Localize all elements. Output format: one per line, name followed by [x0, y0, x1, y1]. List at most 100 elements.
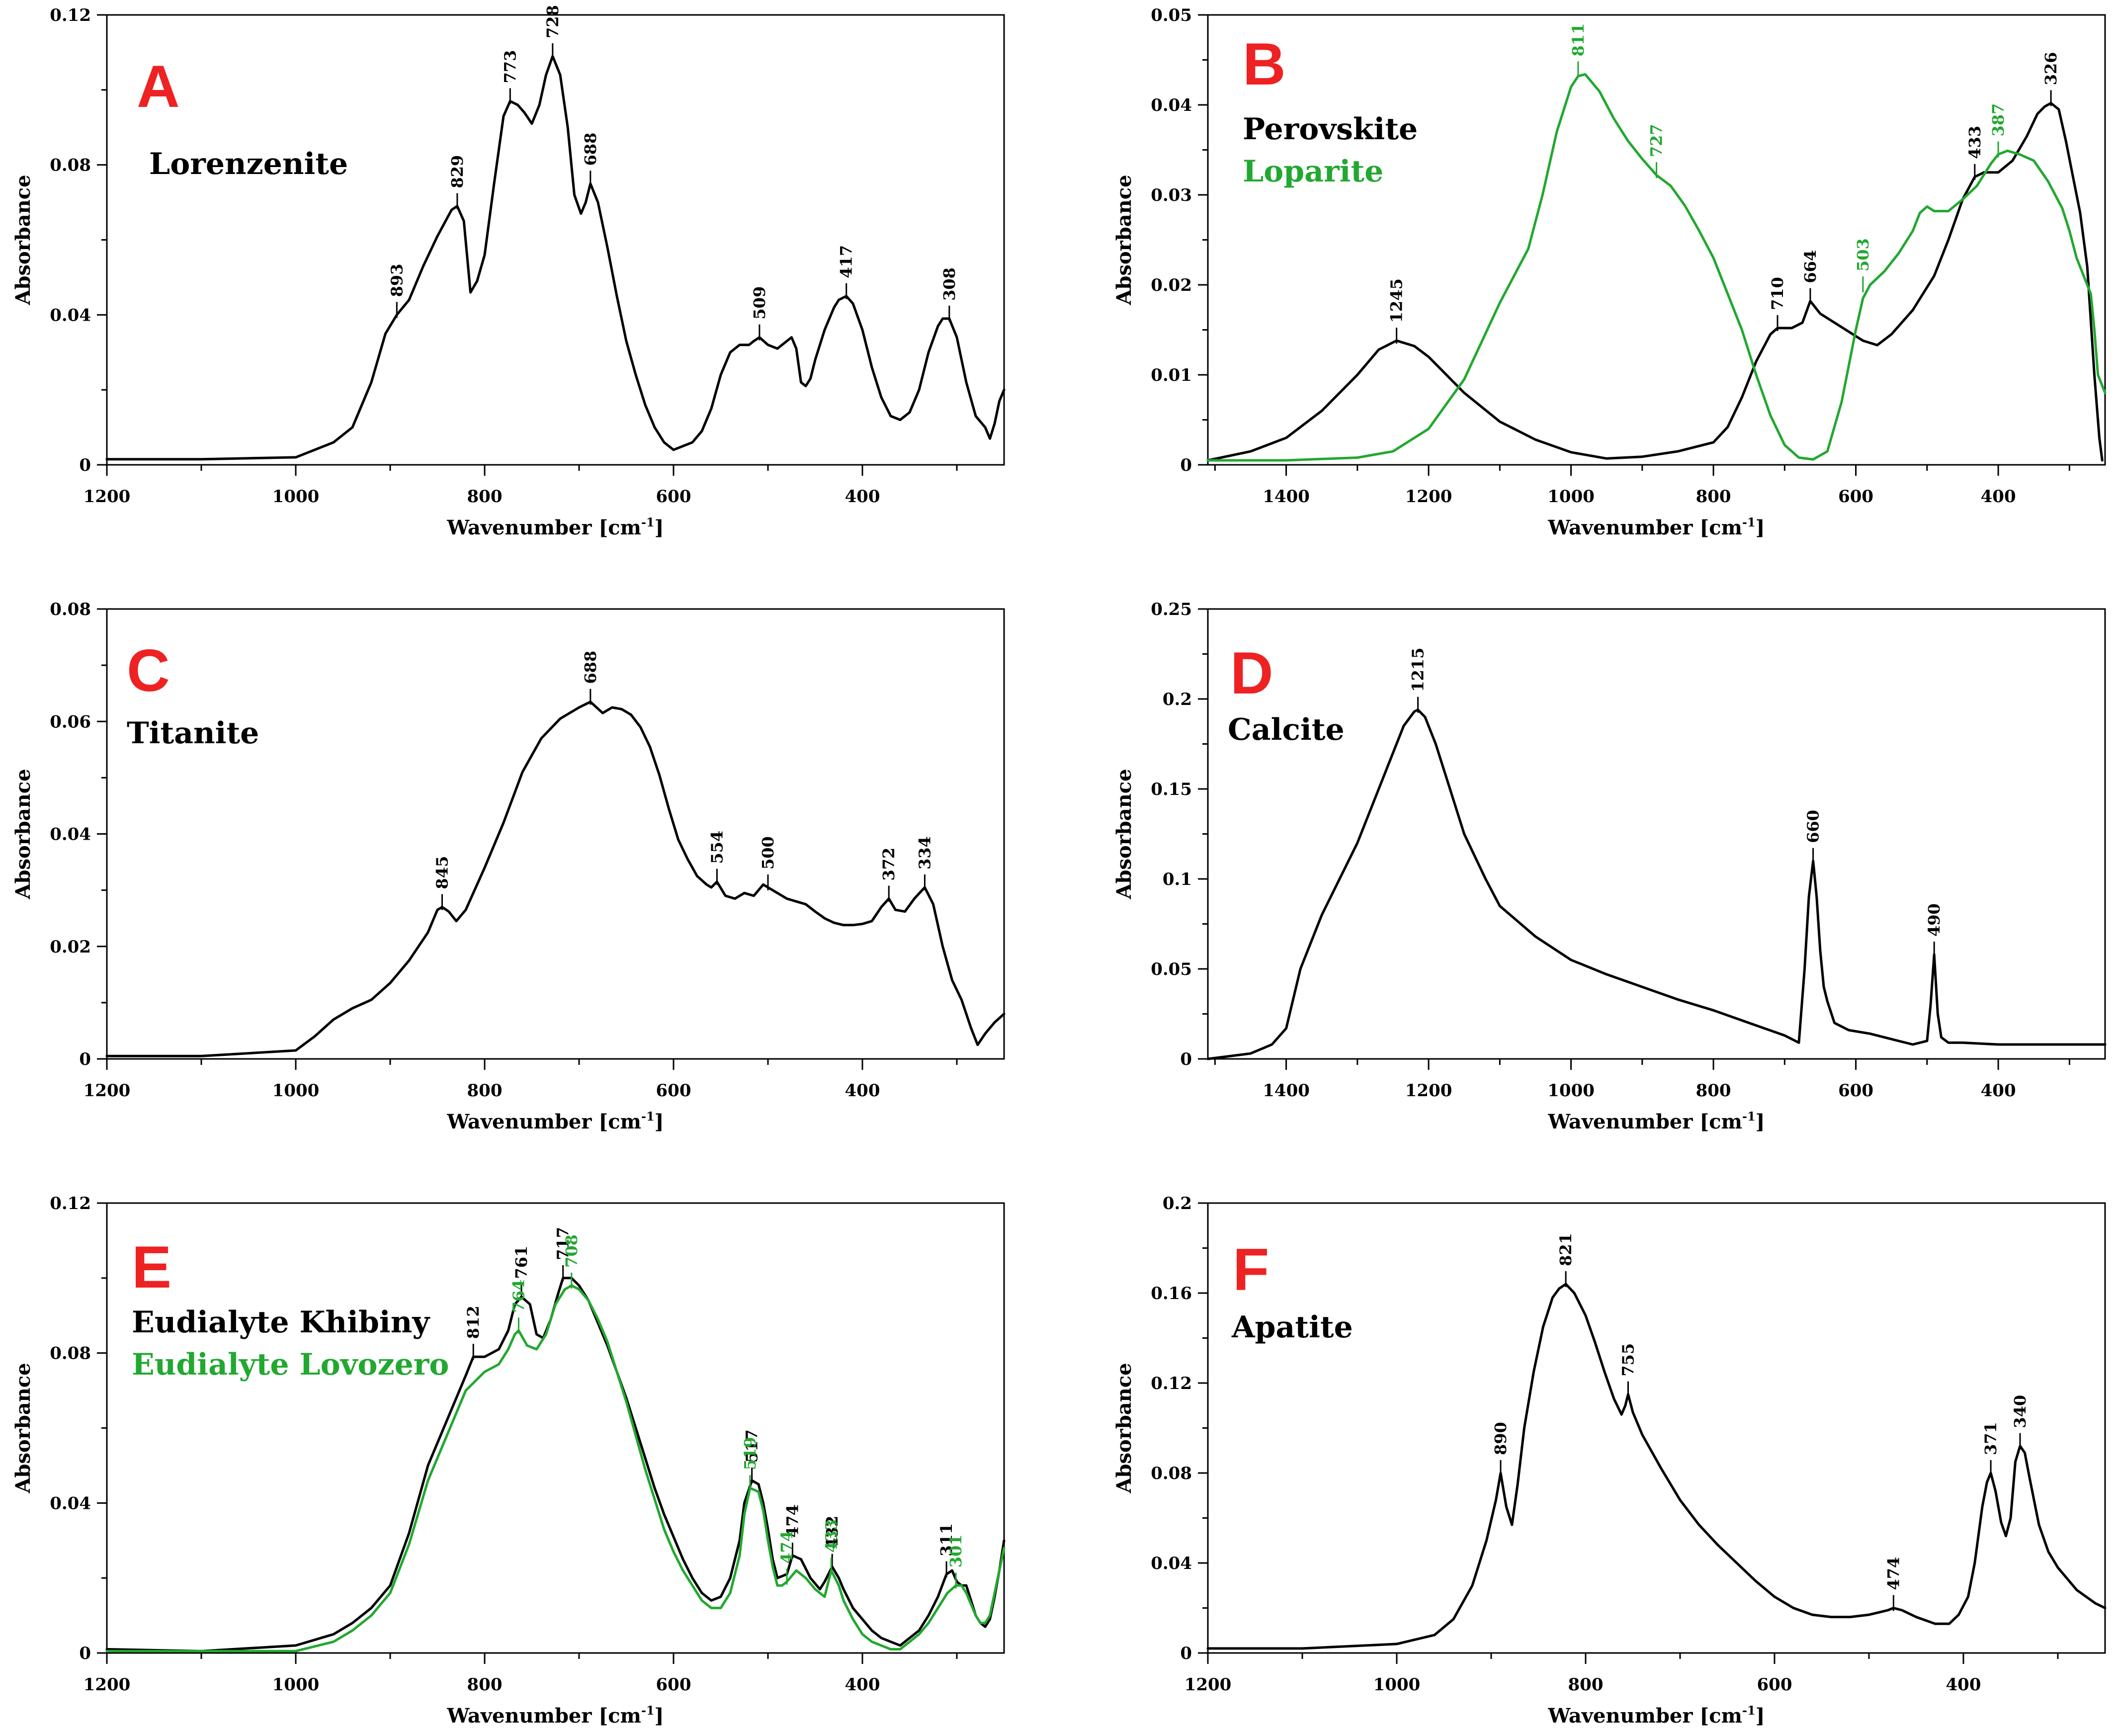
panel-a-peak-label: 829 [448, 155, 467, 188]
panel-a: 1200 1000 800 600 400 0 0.04 0.08 0.12 Wavenumber… [11, 5, 1006, 539]
panel-a-y-tick-label: 0.12 [50, 5, 91, 25]
panel-f-letter: F [1233, 1236, 1269, 1303]
panel-b-series-loparite [1206, 73, 2107, 462]
panel-d-peak-label: 1215 [1409, 648, 1428, 692]
panel-c-x-tick-label: 1200 [84, 1081, 131, 1101]
panel-a-y-tick-label: 0.04 [50, 305, 91, 325]
panel-d-y-tick-label: 0.2 [1163, 690, 1192, 709]
panel-e-peak-label: 301 [946, 1534, 965, 1567]
panel-b-x-tick-label: 400 [1981, 487, 2016, 507]
panel-f-y-axis-title: Absorbance [1112, 1363, 1136, 1493]
panel-c-peak-label: 372 [879, 848, 898, 881]
panel-d-x-tick-label: 1200 [1405, 1081, 1452, 1101]
panel-b-peak-label: 387 [1989, 103, 2008, 137]
panel-f-y-tick-label: 0.16 [1151, 1284, 1192, 1303]
panel-c-x-tick-label: 800 [467, 1081, 503, 1101]
panel-c-peak-label: 554 [707, 831, 726, 864]
panel-b-y-tick-label: 0.05 [1151, 5, 1192, 25]
panel-a-peak-label: 688 [581, 133, 600, 166]
panel-c-x-tick-label: 400 [845, 1081, 880, 1101]
panel-e-x-tick-label: 400 [845, 1675, 880, 1695]
panel-a-x-tick-label: 1200 [84, 487, 131, 507]
panel-f-x-tick-label: 1000 [1373, 1675, 1421, 1695]
panel-c-peak-label: 500 [759, 836, 777, 869]
panel-d-y-tick-label: 0.1 [1163, 869, 1192, 889]
panel-a-series-lorenzenite [105, 55, 1006, 461]
panel-b-legend-label: Loparite [1243, 154, 1383, 189]
panel-d-x-tick-label: 800 [1696, 1081, 1731, 1101]
panel-a-peak-label: 773 [501, 50, 519, 84]
panel-c: 1200 1000 800 600 400 0 0.02 0.04 0.06 0.08 Wavenu… [11, 600, 1006, 1133]
panel-f-y-tick-label: 0.2 [1163, 1194, 1192, 1214]
panel-b-y-tick-label: 0.01 [1151, 365, 1192, 385]
panel-b-legend-label: Perovskite [1243, 112, 1418, 147]
panel-d-x-tick-label: 1000 [1547, 1081, 1595, 1101]
panel-d-y-tick-label: 0.05 [1151, 959, 1192, 979]
panel-a-x-axis-title: Wavenumber [cm-1] [446, 515, 664, 539]
panel-f: 1200 1000 800 600 400 0 0.04 0.08 0.12 0.16 0.2 Wav… [1112, 1194, 2107, 1728]
panel-c-letter: C [127, 637, 170, 704]
panel-b-y-axis-title: Absorbance [1112, 174, 1136, 305]
panel-b: 1400 1200 1000 800 600 400 0 0.01 0.02 0.03 0.04 0.… [1112, 5, 2107, 539]
panel-b-y-tick-label: 0.02 [1151, 275, 1192, 295]
panel-e-peak-label: 519 [741, 1437, 760, 1470]
panel-e-x-tick-label: 800 [467, 1675, 503, 1695]
panel-b-y-tick-label: 0 [1180, 455, 1192, 475]
panel-f-x-tick-label: 800 [1568, 1675, 1604, 1695]
panel-c-y-tick-label: 0.02 [50, 937, 91, 957]
panel-c-series-titanite [105, 700, 1006, 1057]
panel-e-peak-label: 474 [783, 1504, 802, 1538]
panel-c-y-tick-label: 0.08 [50, 600, 91, 619]
panel-e-plot-frame [106, 1202, 1005, 1654]
panel-e-y-tick-label: 0 [79, 1644, 91, 1663]
panel-f-x-axis-title: Wavenumber [cm-1] [1547, 1703, 1765, 1728]
panel-c-y-axis-title: Absorbance [11, 769, 35, 899]
panel-d: 1400 1200 1000 800 600 400 0 0.05 0.1 0.15 0.2 0.25… [1112, 600, 2107, 1133]
panel-c-x-tick-label: 1000 [272, 1081, 320, 1101]
panel-d-x-tick-label: 600 [1838, 1081, 1873, 1101]
panel-a-peak-label: 893 [387, 264, 406, 297]
panel-b-plot-frame [1207, 14, 2106, 466]
panel-a-x-tick-label: 1000 [272, 487, 320, 507]
panel-a-x-tick-label: 400 [845, 487, 880, 507]
panel-d-x-tick-label: 400 [1981, 1081, 2016, 1101]
panel-d-x-axis-title: Wavenumber [cm-1] [1547, 1109, 1765, 1133]
panel-d-y-tick-label: 0.15 [1151, 780, 1192, 799]
panel-a-y-tick-label: 0 [79, 455, 91, 475]
panel-a-y-axis-title: Absorbance [11, 174, 35, 305]
panel-e-peak-label: 474 [777, 1531, 796, 1564]
panel-b-x-tick-label: 800 [1696, 487, 1731, 507]
panel-a-plot-frame [106, 14, 1005, 466]
panel-e: 1200 1000 800 600 400 0 0.04 0.08 0.12 Wavenumber… [11, 1194, 1006, 1728]
panel-a-x-tick-label: 800 [467, 487, 503, 507]
panel-b-x-axis-title: Wavenumber [cm-1] [1547, 515, 1765, 539]
panel-c-peak-label: 334 [915, 836, 934, 869]
panel-b-peak-label: 1245 [1387, 278, 1406, 323]
panel-a-x-tick-label: 600 [656, 487, 691, 507]
panel-a-y-tick-label: 0.08 [50, 156, 91, 175]
panel-e-series-eudialyte-lovozero [105, 1284, 1006, 1652]
panel-d-y-axis-title: Absorbance [1112, 769, 1136, 899]
panel-f-y-tick-label: 0.08 [1151, 1464, 1192, 1483]
panel-a-letter: A [137, 53, 180, 120]
panel-c-legend-label: Titanite [127, 716, 259, 751]
panel-e-peak-label: 761 [512, 1246, 531, 1279]
panel-a-peak-label: 509 [750, 286, 769, 320]
panel-b-x-tick-label: 1400 [1263, 487, 1310, 507]
panel-b-series-perovskite [1206, 101, 2104, 462]
panel-b-x-tick-label: 1000 [1547, 487, 1595, 507]
panel-e-y-tick-label: 0.12 [50, 1194, 91, 1214]
panel-e-legend-label: Eudialyte Khibiny [132, 1305, 430, 1340]
panel-c-x-axis-title: Wavenumber [cm-1] [446, 1109, 664, 1133]
panel-f-x-tick-label: 1200 [1184, 1675, 1232, 1695]
panel-b-x-tick-label: 1200 [1405, 487, 1452, 507]
panel-c-plot-frame [106, 608, 1005, 1060]
panel-e-peak-label: 764 [509, 1280, 528, 1313]
panel-e-y-axis-title: Absorbance [11, 1363, 35, 1493]
panel-f-peak-label: 890 [1491, 1422, 1510, 1455]
panel-c-y-tick-label: 0.06 [50, 712, 91, 732]
panel-b-peak-label: 664 [1801, 250, 1820, 283]
panel-b-y-tick-label: 0.03 [1151, 185, 1192, 205]
panel-d-x-tick-label: 1400 [1263, 1081, 1310, 1101]
panel-c-peak-label: 845 [433, 856, 452, 889]
